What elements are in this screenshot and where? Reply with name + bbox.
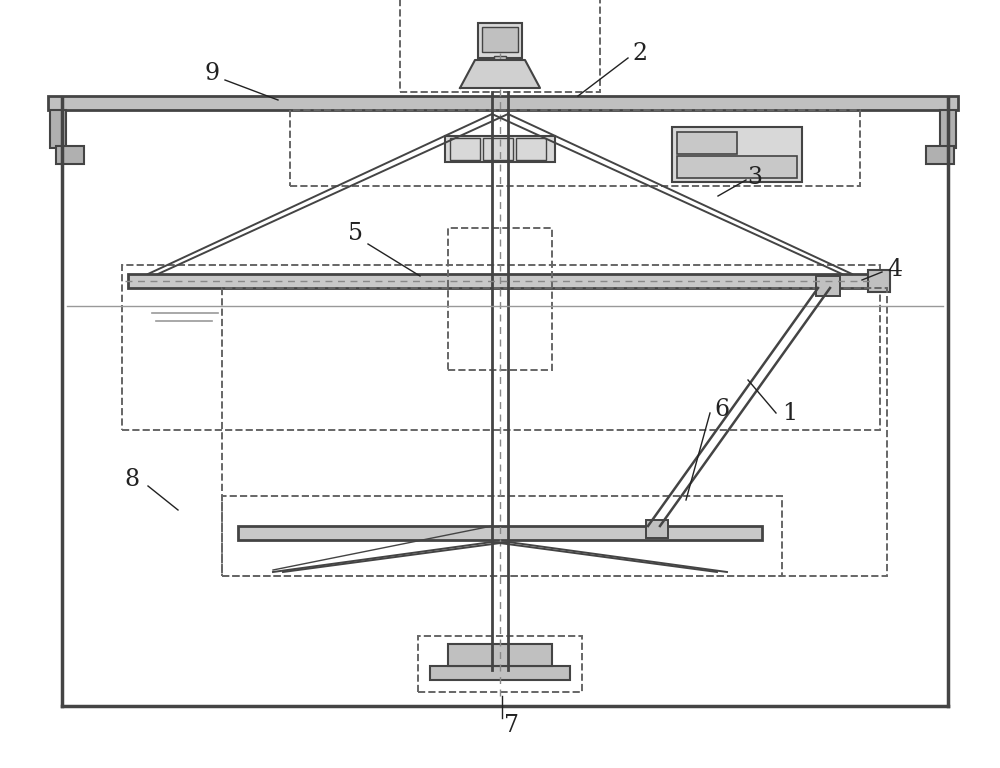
Bar: [926, 146, 954, 164]
Bar: [940, 110, 956, 148]
Bar: [646, 520, 668, 538]
Bar: [430, 666, 570, 680]
Bar: [868, 270, 890, 292]
Bar: [482, 27, 518, 52]
Text: 6: 6: [714, 399, 730, 422]
Text: 2: 2: [632, 41, 648, 65]
Bar: [677, 156, 797, 178]
Bar: [677, 132, 737, 154]
Text: 5: 5: [348, 221, 362, 244]
Text: 9: 9: [204, 61, 220, 84]
Bar: [400, 0, 600, 92]
Bar: [222, 288, 887, 576]
Bar: [56, 146, 84, 164]
Bar: [672, 127, 802, 182]
Bar: [48, 96, 958, 110]
Bar: [448, 644, 552, 666]
Bar: [516, 138, 546, 160]
Bar: [450, 138, 480, 160]
Polygon shape: [460, 60, 540, 88]
Bar: [448, 228, 552, 370]
Text: 3: 3: [748, 167, 763, 190]
Bar: [445, 136, 555, 162]
Text: 8: 8: [124, 468, 140, 492]
Bar: [418, 636, 582, 692]
Text: 4: 4: [887, 259, 903, 282]
Bar: [222, 496, 782, 576]
Bar: [128, 274, 872, 288]
Bar: [238, 526, 762, 540]
Bar: [122, 265, 880, 430]
Bar: [816, 276, 840, 296]
Bar: [50, 110, 66, 148]
Bar: [290, 110, 860, 186]
Bar: [478, 23, 522, 58]
Text: 1: 1: [782, 402, 798, 425]
Bar: [483, 138, 513, 160]
Text: 7: 7: [505, 714, 520, 737]
Bar: [494, 56, 506, 62]
